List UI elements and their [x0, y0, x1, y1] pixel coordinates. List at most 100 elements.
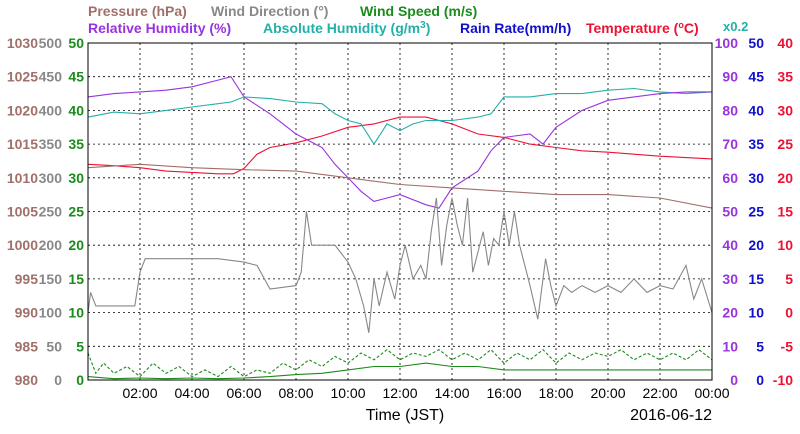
- tick-rh: 100: [715, 35, 739, 51]
- tick-wind-speed: 10: [68, 305, 84, 321]
- x-tick-label: 08:00: [278, 385, 313, 401]
- series-wind-speed-solid: [87, 362, 712, 380]
- series-lines: [87, 76, 713, 380]
- tick-wind-dir: 500: [39, 35, 63, 51]
- tick-wind-speed: 15: [68, 271, 84, 287]
- series-pressure: [87, 163, 713, 209]
- legend-temp-deg: o: [678, 20, 684, 30]
- x-axis-ticks: 02:00 04:00 06:00 08:00 10:00 12:00 14:00 16:00…: [122, 385, 729, 401]
- tick-wind-speed: 20: [68, 237, 84, 253]
- tick-rh: 30: [722, 271, 738, 287]
- tick-wind-dir: 200: [39, 237, 63, 253]
- tick-pressure: 985: [15, 338, 39, 354]
- tick-pressure: 1025: [7, 69, 38, 85]
- tick-pressure: 1015: [7, 136, 38, 152]
- tick-temp: 10: [777, 237, 793, 253]
- tick-rain: 50: [748, 35, 764, 51]
- tick-rain: 25: [748, 204, 764, 220]
- tick-wind-speed: 35: [68, 136, 84, 152]
- tick-wind-speed: 40: [68, 102, 84, 118]
- tick-wind-dir: 300: [39, 170, 63, 186]
- tick-pressure: 1000: [7, 237, 38, 253]
- tick-wind-dir: 400: [39, 102, 63, 118]
- legend-ah-suffix: ): [426, 20, 431, 36]
- series-wind-speed: [87, 348, 713, 378]
- tick-rain: 45: [748, 69, 764, 85]
- plot-frame: [87, 42, 713, 381]
- tick-temp: 20: [777, 170, 793, 186]
- legend-rain-rate: Rain Rate(mm/h): [460, 20, 571, 36]
- tick-pressure: 980: [15, 372, 39, 388]
- x-tick-label: 10:00: [330, 385, 365, 401]
- legend-pressure: Pressure (hPa): [88, 3, 187, 19]
- x-tick-label: 12:00: [382, 385, 417, 401]
- series-wind-dir: [87, 197, 713, 333]
- tick-wind-speed: 0: [76, 372, 84, 388]
- x-tick-label: 20:00: [590, 385, 625, 401]
- series-temp: [87, 116, 713, 175]
- tick-rain: 10: [748, 305, 764, 321]
- x-tick-label: 16:00: [486, 385, 521, 401]
- legend-ah-sup: 3: [420, 20, 426, 31]
- tick-rh: 40: [722, 237, 738, 253]
- tick-rain: 20: [748, 237, 764, 253]
- grid-lines: [88, 43, 712, 380]
- tick-rh: 10: [722, 338, 738, 354]
- tick-rh: 70: [722, 136, 738, 152]
- x-tick-label: 00:00: [694, 385, 729, 401]
- left-axes: 1030102510201015101010051000995990985980…: [7, 35, 84, 388]
- tick-temp: -5: [781, 338, 794, 354]
- legend-wind-speed: Wind Speed (m/s): [360, 3, 477, 19]
- tick-rain: 40: [748, 102, 764, 118]
- legend-temperature: Temperature (oC): [586, 20, 699, 36]
- tick-temp: 40: [777, 35, 793, 51]
- x-tick-label: 14:00: [434, 385, 469, 401]
- tick-wind-speed: 50: [68, 35, 84, 51]
- legend-ah-prefix: Absolute Humidity (g/m: [263, 20, 420, 36]
- x-tick-label: 02:00: [122, 385, 157, 401]
- tick-rain: 0: [756, 372, 764, 388]
- tick-rain: 15: [748, 271, 764, 287]
- tick-wind-speed: 30: [68, 170, 84, 186]
- x-axis-label: Time (JST): [366, 407, 445, 424]
- tick-wind-dir: 50: [46, 338, 62, 354]
- tick-pressure: 995: [15, 271, 39, 287]
- tick-pressure: 1030: [7, 35, 38, 51]
- tick-wind-dir: 100: [39, 305, 63, 321]
- tick-wind-speed: 45: [68, 69, 84, 85]
- tick-rain: 30: [748, 170, 764, 186]
- tick-wind-dir: 0: [54, 372, 62, 388]
- x-tick-label: 04:00: [174, 385, 209, 401]
- chart-date: 2016-06-12: [630, 407, 712, 424]
- tick-rh: 90: [722, 69, 738, 85]
- tick-rh: 20: [722, 305, 738, 321]
- tick-temp: 35: [777, 69, 793, 85]
- tick-temp: 25: [777, 136, 793, 152]
- tick-rh: 60: [722, 170, 738, 186]
- legend-wind-direction: Wind Direction (°): [211, 3, 328, 19]
- tick-temp: -10: [773, 372, 793, 388]
- tick-pressure: 1020: [7, 102, 38, 118]
- tick-wind-speed: 5: [76, 338, 84, 354]
- tick-wind-dir: 350: [39, 136, 63, 152]
- legend-ah-scale: x0.2: [723, 19, 748, 34]
- tick-pressure: 990: [15, 305, 39, 321]
- x-tick-label: 22:00: [642, 385, 677, 401]
- tick-wind-speed: 25: [68, 204, 84, 220]
- x-tick-label: 18:00: [538, 385, 573, 401]
- series-rh: [87, 76, 712, 209]
- tick-rh: 50: [722, 204, 738, 220]
- tick-rain: 35: [748, 136, 764, 152]
- tick-wind-dir: 450: [39, 69, 63, 85]
- tick-wind-dir: 150: [39, 271, 63, 287]
- legend-absolute-humidity: Absolute Humidity (g/m3): [263, 20, 430, 36]
- tick-temp: 0: [785, 305, 793, 321]
- tick-rh: 0: [730, 372, 738, 388]
- tick-pressure: 1010: [7, 170, 38, 186]
- tick-rh: 80: [722, 102, 738, 118]
- legend-relative-humidity: Relative Humidity (%): [88, 20, 231, 36]
- tick-temp: 15: [777, 204, 793, 220]
- tick-pressure: 1005: [7, 204, 38, 220]
